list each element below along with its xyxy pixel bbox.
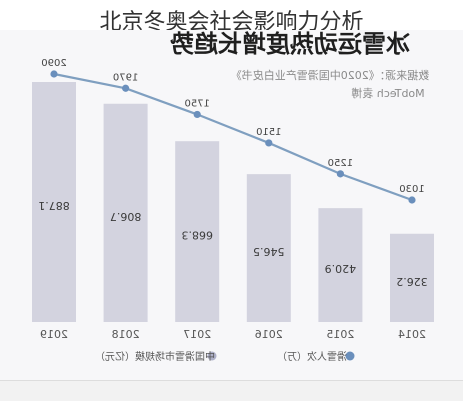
watermark-strip: [0, 380, 463, 401]
line-value-label-2017: 1750: [184, 98, 209, 109]
line-value-label-2015: 1250: [328, 158, 353, 169]
x-tick-label-2014: 2014: [398, 328, 426, 341]
bar-value-label-2018: 806.7: [110, 210, 142, 223]
line-point-2017: [193, 110, 201, 119]
line-point-2019: [50, 70, 58, 78]
bar-value-label-2014: 326.2: [396, 275, 428, 288]
line-value-label-2016: 1510: [256, 127, 281, 138]
line-point-2018: [122, 84, 130, 92]
bar-2018: [103, 103, 148, 323]
legend-marker-market: [207, 351, 217, 361]
x-tick-label-2018: 2018: [112, 328, 140, 341]
bar-value-label-2015: 420.9: [325, 262, 357, 275]
bar-2017: [175, 141, 220, 322]
legend-label-market: 中国滑雪市场规模（亿元）: [95, 350, 215, 363]
line-value-label-2018: 1970: [113, 72, 138, 83]
bar-value-label-2017: 668.3: [181, 229, 213, 242]
line-series-skiers: [53, 72, 413, 202]
bar-value-label-2019: 887.1: [38, 199, 70, 212]
bar-2019: [32, 82, 76, 322]
x-tick-label-2019: 2019: [40, 328, 68, 341]
source-line-1: 数据来源：《2020中国滑雪产业白皮书》: [231, 68, 430, 82]
bar-2016: [246, 174, 291, 322]
source-line-2: MobTech 袁博: [351, 87, 424, 100]
bar-2015: [318, 208, 363, 322]
x-tick-label-2015: 2015: [326, 328, 354, 341]
bar-2014: [390, 233, 434, 322]
bar-value-label-2016: 546.5: [253, 245, 285, 258]
line-point-2016: [265, 139, 273, 147]
line-value-label-2014: 1030: [399, 184, 424, 195]
x-tick-label-2016: 2016: [255, 328, 283, 341]
legend-label-skiers: 滑雪人次（万）: [277, 350, 347, 363]
x-tick-label-2017: 2017: [183, 328, 211, 341]
line-point-2014: [408, 196, 416, 204]
line-point-2015: [336, 170, 344, 178]
chart-panel: [0, 30, 463, 380]
line-value-label-2019: 2090: [41, 58, 66, 69]
legend-marker-skiers: [345, 351, 355, 361]
poster-heading: 冰雪运动热度增长趋势: [170, 30, 410, 58]
